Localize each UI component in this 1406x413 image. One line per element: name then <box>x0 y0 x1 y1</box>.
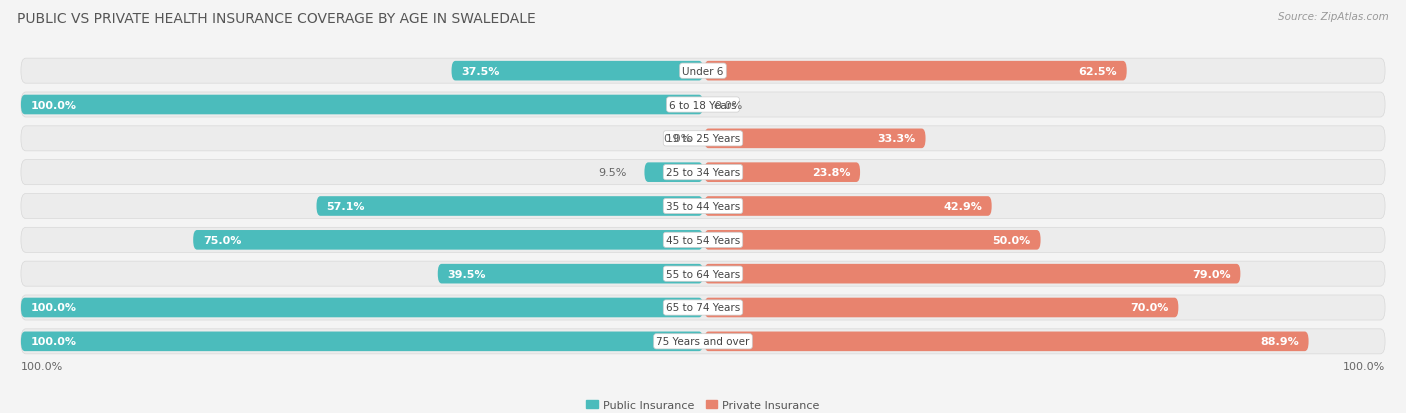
FancyBboxPatch shape <box>21 329 1385 354</box>
Text: 50.0%: 50.0% <box>993 235 1031 245</box>
FancyBboxPatch shape <box>21 194 1385 219</box>
Text: 100.0%: 100.0% <box>31 303 76 313</box>
Text: 70.0%: 70.0% <box>1130 303 1168 313</box>
Text: 23.8%: 23.8% <box>811 168 851 178</box>
FancyBboxPatch shape <box>21 95 703 115</box>
Text: 42.9%: 42.9% <box>943 202 981 211</box>
FancyBboxPatch shape <box>704 230 1040 250</box>
FancyBboxPatch shape <box>704 62 1126 81</box>
FancyBboxPatch shape <box>644 163 703 183</box>
FancyBboxPatch shape <box>21 126 1385 152</box>
Text: 6 to 18 Years: 6 to 18 Years <box>669 100 737 110</box>
FancyBboxPatch shape <box>704 129 925 149</box>
FancyBboxPatch shape <box>21 295 1385 320</box>
Text: 39.5%: 39.5% <box>447 269 486 279</box>
FancyBboxPatch shape <box>21 93 1385 118</box>
FancyBboxPatch shape <box>21 332 703 351</box>
Text: 57.1%: 57.1% <box>326 202 364 211</box>
FancyBboxPatch shape <box>451 62 703 81</box>
FancyBboxPatch shape <box>316 197 703 216</box>
Text: 100.0%: 100.0% <box>31 100 76 110</box>
Text: 100.0%: 100.0% <box>1343 361 1385 371</box>
Text: 9.5%: 9.5% <box>598 168 627 178</box>
FancyBboxPatch shape <box>704 298 1178 318</box>
Text: 0.0%: 0.0% <box>664 134 692 144</box>
Text: 25 to 34 Years: 25 to 34 Years <box>666 168 740 178</box>
Text: 45 to 54 Years: 45 to 54 Years <box>666 235 740 245</box>
Text: 88.9%: 88.9% <box>1260 337 1299 347</box>
Text: 55 to 64 Years: 55 to 64 Years <box>666 269 740 279</box>
Text: Source: ZipAtlas.com: Source: ZipAtlas.com <box>1278 12 1389 22</box>
Legend: Public Insurance, Private Insurance: Public Insurance, Private Insurance <box>582 395 824 413</box>
Text: 100.0%: 100.0% <box>31 337 76 347</box>
Text: 33.3%: 33.3% <box>877 134 915 144</box>
FancyBboxPatch shape <box>704 163 860 183</box>
Text: 37.5%: 37.5% <box>461 66 499 76</box>
FancyBboxPatch shape <box>437 264 703 284</box>
Text: 75 Years and over: 75 Years and over <box>657 337 749 347</box>
Text: 75.0%: 75.0% <box>202 235 242 245</box>
FancyBboxPatch shape <box>21 298 703 318</box>
FancyBboxPatch shape <box>21 228 1385 253</box>
Text: PUBLIC VS PRIVATE HEALTH INSURANCE COVERAGE BY AGE IN SWALEDALE: PUBLIC VS PRIVATE HEALTH INSURANCE COVER… <box>17 12 536 26</box>
Text: 19 to 25 Years: 19 to 25 Years <box>666 134 740 144</box>
FancyBboxPatch shape <box>193 230 703 250</box>
FancyBboxPatch shape <box>21 261 1385 287</box>
Text: Under 6: Under 6 <box>682 66 724 76</box>
Text: 79.0%: 79.0% <box>1192 269 1230 279</box>
Text: 65 to 74 Years: 65 to 74 Years <box>666 303 740 313</box>
Text: 35 to 44 Years: 35 to 44 Years <box>666 202 740 211</box>
FancyBboxPatch shape <box>704 264 1240 284</box>
Text: 100.0%: 100.0% <box>21 361 63 371</box>
FancyBboxPatch shape <box>704 197 991 216</box>
Text: 62.5%: 62.5% <box>1078 66 1116 76</box>
Text: 0.0%: 0.0% <box>714 100 742 110</box>
FancyBboxPatch shape <box>704 332 1309 351</box>
FancyBboxPatch shape <box>21 59 1385 84</box>
FancyBboxPatch shape <box>21 160 1385 185</box>
